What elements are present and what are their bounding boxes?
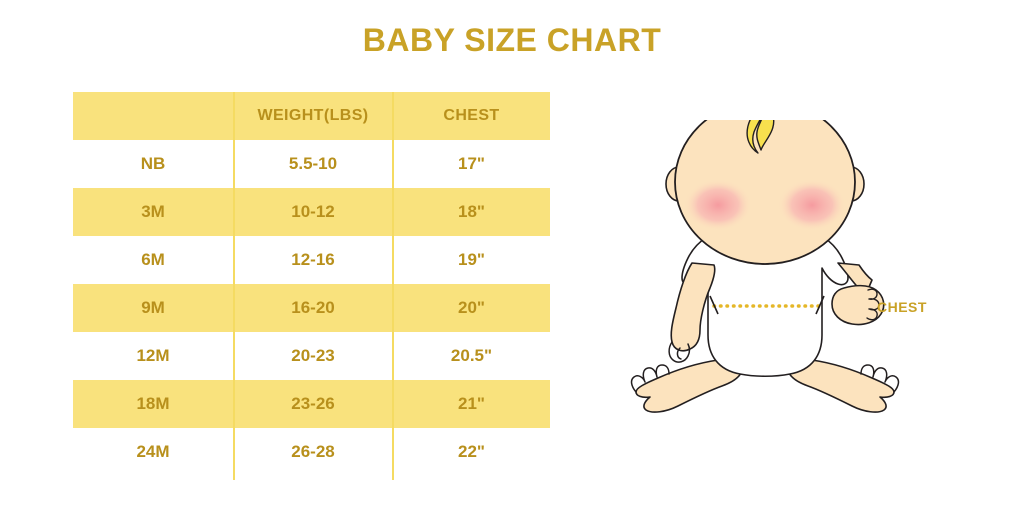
baby-left-toes [630,364,670,393]
baby-right-fist-fingers [866,288,880,321]
cell-chest: 19" [393,236,550,284]
cell-chest: 20.5" [393,332,550,380]
cell-size: 9M [73,284,233,332]
column-divider-2 [392,92,394,480]
column-header-size [73,92,233,140]
cell-weight: 26-28 [233,428,393,476]
baby-right-fist [831,284,885,326]
cell-size: 3M [73,188,233,236]
column-divider-1 [233,92,235,480]
cell-chest: 18" [393,188,550,236]
baby-hair-curl [746,120,775,154]
column-header-chest: CHEST [393,92,550,140]
table-row: 3M 10-12 18" [73,188,550,236]
chest-label: CHEST [877,299,927,315]
cell-weight: 20-23 [233,332,393,380]
page-title: BABY SIZE CHART [362,22,662,58]
baby-right-cheek [778,179,846,231]
cell-size: 6M [73,236,233,284]
baby-size-table: WEIGHT(LBS) CHEST NB 5.5-10 17" 3M 10-12… [73,92,550,476]
table-row: 18M 23-26 21" [73,380,550,428]
column-header-weight: WEIGHT(LBS) [233,92,393,140]
cell-weight: 23-26 [233,380,393,428]
baby-illustration [630,120,900,413]
cell-chest: 17" [393,140,550,188]
cell-size: NB [73,140,233,188]
cell-weight: 5.5-10 [233,140,393,188]
cell-size: 12M [73,332,233,380]
cell-chest: 21" [393,380,550,428]
cell-size: 18M [73,380,233,428]
table-header-row: WEIGHT(LBS) CHEST [73,92,550,140]
baby-left-hand [668,341,691,363]
cell-size: 24M [73,428,233,476]
cell-chest: 22" [393,428,550,476]
table-row: 6M 12-16 19" [73,236,550,284]
cell-weight: 16-20 [233,284,393,332]
table-row: 9M 16-20 20" [73,284,550,332]
table-row: 24M 26-28 22" [73,428,550,476]
baby-left-cheek [684,179,752,231]
chest-measure-tick-left [709,295,719,315]
chest-measure-tick-right [815,295,825,315]
table-row: 12M 20-23 20.5" [73,332,550,380]
cell-weight: 10-12 [233,188,393,236]
table-row: NB 5.5-10 17" [73,140,550,188]
cell-chest: 20" [393,284,550,332]
baby-right-toes [860,364,900,393]
cell-weight: 12-16 [233,236,393,284]
